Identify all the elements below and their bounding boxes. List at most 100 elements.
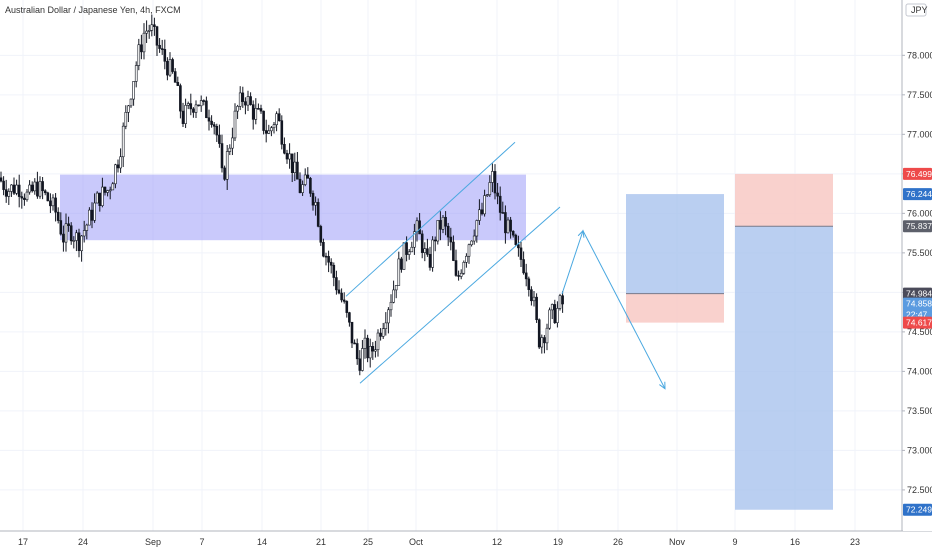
candle-up xyxy=(558,295,562,309)
candle-up xyxy=(80,235,83,252)
candle-down xyxy=(337,289,341,294)
candle-down xyxy=(345,301,349,313)
candle-down xyxy=(283,144,286,154)
candle-up xyxy=(101,186,104,206)
y-tick-label: 74.500 xyxy=(907,327,932,337)
candle-down xyxy=(264,130,268,134)
candle-up xyxy=(397,258,401,286)
candle-up xyxy=(93,202,96,221)
candle-down xyxy=(498,195,502,213)
candle-down xyxy=(171,59,174,72)
candle-down xyxy=(197,104,200,107)
candle-down xyxy=(218,134,221,144)
candle-down xyxy=(509,219,512,232)
candle-up xyxy=(7,191,11,197)
candle-up xyxy=(363,337,367,349)
candle-up xyxy=(488,182,492,196)
candle-up xyxy=(225,151,229,180)
candle-down xyxy=(327,256,330,263)
candle-up xyxy=(472,235,476,242)
candles xyxy=(0,14,564,376)
candle-up xyxy=(28,184,31,193)
candle-down xyxy=(212,124,216,127)
chart-zones xyxy=(60,173,833,510)
candle-up xyxy=(389,301,393,311)
candle-up xyxy=(436,220,440,242)
candle-down xyxy=(77,232,81,252)
x-tick-label: 16 xyxy=(790,537,800,547)
candle-down xyxy=(329,261,333,266)
candle-down xyxy=(496,192,499,197)
candle-up xyxy=(407,251,411,255)
candle-down xyxy=(296,161,299,180)
candle-up xyxy=(423,248,427,253)
candle-up xyxy=(361,348,364,371)
price-tag-label: 76.244 xyxy=(906,189,932,199)
currency-label-box xyxy=(905,3,927,17)
candle-down xyxy=(530,289,533,302)
candle-down xyxy=(449,236,453,243)
candle-down xyxy=(444,216,447,227)
candle-down xyxy=(342,299,346,302)
candle-down xyxy=(298,178,302,193)
candle-up xyxy=(467,244,471,257)
price-tag xyxy=(903,503,932,516)
candle-up xyxy=(108,189,112,192)
candle-down xyxy=(2,180,5,190)
candle-down xyxy=(116,164,120,169)
price-tag-label: 74.617 xyxy=(906,318,932,328)
candle-down xyxy=(49,200,52,207)
x-tick-label: Oct xyxy=(409,537,424,547)
candle-down xyxy=(428,254,432,268)
channel-upper-line xyxy=(345,141,516,297)
candle-up xyxy=(132,81,135,100)
candle-up xyxy=(114,164,117,185)
candle-down xyxy=(202,100,206,102)
candle-down xyxy=(454,260,458,276)
candle-down xyxy=(400,258,403,270)
x-tick-label: 12 xyxy=(492,537,502,547)
candle-down xyxy=(140,44,143,53)
candle-up xyxy=(233,110,237,139)
candle-up xyxy=(85,224,89,231)
supply-zone xyxy=(60,174,526,241)
candle-up xyxy=(475,220,479,237)
candle-up xyxy=(194,104,198,113)
candle-up xyxy=(506,219,510,234)
y-tick-label: 74.000 xyxy=(907,366,932,376)
candle-down xyxy=(59,220,63,235)
candle-up xyxy=(550,304,554,311)
candle-up xyxy=(236,106,239,112)
candle-down xyxy=(210,120,213,125)
candle-down xyxy=(335,277,338,291)
x-tick-label: Nov xyxy=(669,537,686,547)
candle-down xyxy=(4,189,8,197)
x-tick-label: Sep xyxy=(145,537,161,547)
candle-down xyxy=(158,44,161,49)
candle-up xyxy=(199,100,203,107)
candle-up xyxy=(540,337,544,348)
arrow-head-end xyxy=(659,381,666,390)
candle-down xyxy=(316,202,320,227)
candle-down xyxy=(23,197,26,200)
price-tag xyxy=(903,188,932,201)
candle-up xyxy=(275,113,278,126)
candle-down xyxy=(12,184,16,194)
candle-up xyxy=(413,231,416,248)
candle-down xyxy=(223,167,226,180)
candle-down xyxy=(511,230,515,236)
x-tick-label: 9 xyxy=(732,537,737,547)
drawing-overlays xyxy=(345,141,666,390)
currency-label[interactable]: JPY xyxy=(911,5,928,15)
x-tick-label: 21 xyxy=(316,537,326,547)
candle-down xyxy=(535,296,538,321)
candle-up xyxy=(168,59,172,76)
y-tick-label: 75.500 xyxy=(907,248,932,258)
candle-up xyxy=(288,153,291,160)
candle-down xyxy=(353,342,356,345)
candle-down xyxy=(36,181,39,197)
candle-down xyxy=(220,143,224,169)
candle-down xyxy=(43,190,47,194)
candle-up xyxy=(119,156,122,169)
